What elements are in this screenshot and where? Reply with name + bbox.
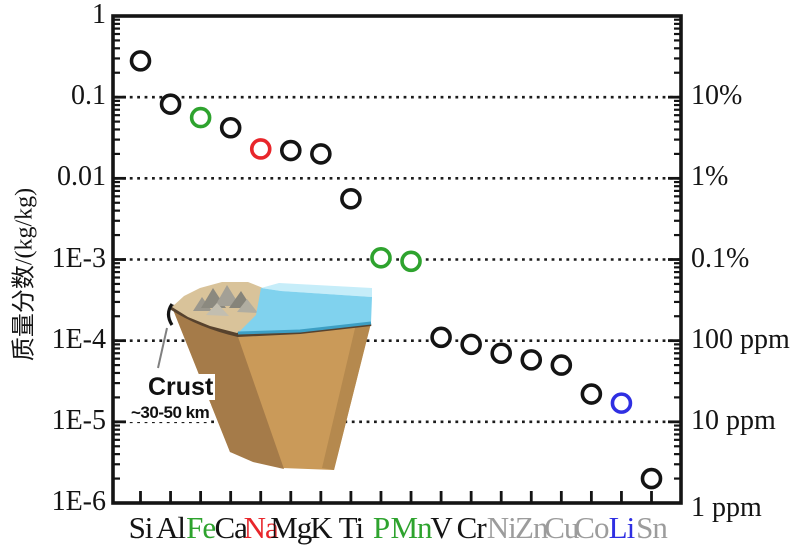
data-point-Mg <box>279 139 302 162</box>
ocean-surface <box>238 288 372 333</box>
data-point-Si <box>129 50 152 72</box>
y-tick-label: 1E-4 <box>51 323 106 355</box>
data-point-Cu <box>550 354 573 376</box>
data-point-Sn <box>640 467 663 490</box>
x-element-label-Li: Li <box>608 510 636 545</box>
data-point-Co <box>580 383 603 405</box>
right-axis-label: 100 ppm <box>691 323 790 355</box>
data-point-Al <box>159 93 182 115</box>
right-axis-label: 1% <box>691 161 729 193</box>
right-axis-label: 10 ppm <box>691 404 776 436</box>
data-point-Cr <box>460 333 482 356</box>
x-element-label-Fe: Fe <box>186 510 216 545</box>
x-element-label-Cu: Cu <box>544 510 579 545</box>
axis-ticks <box>113 18 681 502</box>
mountain-peak <box>215 285 240 306</box>
data-point-K <box>310 143 332 165</box>
y-tick-label: 1E-3 <box>51 242 106 274</box>
crust-bracket-mark <box>166 303 174 326</box>
x-element-label-Ca: Ca <box>214 510 247 545</box>
data-point-Ti <box>340 187 362 210</box>
x-element-label-Co: Co <box>574 510 609 545</box>
x-element-label-K: K <box>310 510 332 545</box>
data-points <box>129 50 663 490</box>
data-point-P <box>370 246 392 269</box>
data-point-V <box>430 326 452 349</box>
data-point-Li <box>610 392 633 414</box>
y-tick-label: 1 <box>92 0 106 30</box>
crust-pointer-line <box>157 327 168 369</box>
plot-border <box>111 14 683 505</box>
gridlines <box>115 95 679 424</box>
data-point-Na <box>249 138 272 160</box>
x-element-label-Cr: Cr <box>456 510 487 545</box>
mountain-peak <box>206 303 229 316</box>
data-point-Ni <box>490 342 513 365</box>
data-point-Fe <box>189 106 212 129</box>
data-point-Ca <box>219 116 242 139</box>
inset-depth-label: ~30-50 km <box>129 403 212 422</box>
y-tick-label: 1E-6 <box>51 486 106 517</box>
crust-block-left-face <box>172 307 284 469</box>
x-element-label-Ni: Ni <box>486 510 517 545</box>
y-tick-label: 0.1 <box>71 80 106 112</box>
x-element-label-Zn: Zn <box>515 510 548 545</box>
inset-crust-label: Crust <box>146 373 216 401</box>
x-element-label-Mn: Mn <box>390 510 432 545</box>
y-tick-label: 0.01 <box>57 161 106 193</box>
x-element-label-P: P <box>372 510 390 545</box>
crust-block-right-shade <box>322 323 371 470</box>
x-element-label-Ti: Ti <box>338 510 364 545</box>
x-element-label-Sn: Sn <box>636 510 668 545</box>
crust-inset-illustration <box>157 282 372 470</box>
mountain-peak <box>237 299 258 313</box>
x-element-label-Na: Na <box>243 510 279 545</box>
ocean-far-band <box>261 283 372 297</box>
right-axis-label: 10% <box>691 80 743 112</box>
y-tick-label: 1E-5 <box>51 404 106 436</box>
right-axis-label: 1 ppm <box>691 492 762 523</box>
x-element-label-Si: Si <box>128 510 154 545</box>
x-element-label-Al: Al <box>156 510 186 545</box>
x-element-label-Mg: Mg <box>270 510 312 545</box>
ocean-edge-line <box>237 321 372 335</box>
right-axis-label: 0.1% <box>691 242 750 274</box>
x-element-label-V: V <box>430 510 452 545</box>
data-point-Zn <box>520 349 543 371</box>
data-point-Mn <box>400 250 422 273</box>
